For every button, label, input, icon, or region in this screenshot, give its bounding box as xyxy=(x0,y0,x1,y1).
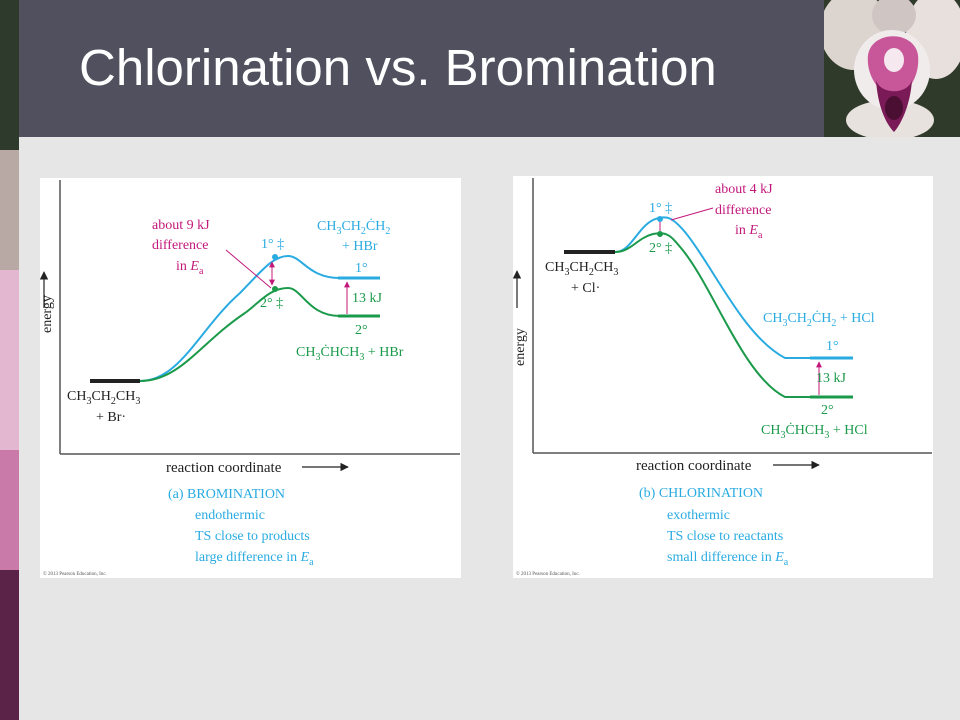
secondary-product-degree: 2° xyxy=(355,323,368,338)
caption-line-3: small difference in Ea xyxy=(667,550,789,568)
primary-ts-label: 1° ‡ xyxy=(261,237,284,252)
secondary-ts-point xyxy=(272,286,278,292)
copyright-note: © 2013 Pearson Education, Inc. xyxy=(516,571,580,577)
reactant-formula: CH3CH2CH3 xyxy=(67,389,140,407)
orchid-strip-image xyxy=(0,0,19,720)
reactant-radical: + Br· xyxy=(96,410,126,425)
caption-line-2: TS close to reactants xyxy=(667,529,783,544)
primary-product-degree: 1° xyxy=(826,339,839,354)
primary-product-formula: CH3CH2ĊH2 xyxy=(317,217,390,237)
chlorination-energy-diagram: energy reaction coordinate 1° ‡ 2° ‡ abo… xyxy=(513,178,932,577)
bromination-energy-diagram: energy reaction coordinate 1° ‡ 2° ‡ abo… xyxy=(40,180,460,577)
reactant-formula: CH3CH2CH3 xyxy=(545,260,618,278)
primary-product-hbr: + HBr xyxy=(342,239,378,254)
energy-axis-label: energy xyxy=(513,328,528,366)
ea-difference-annotation: about 4 kJ difference in Ea xyxy=(715,182,776,241)
reactant-radical: + Cl· xyxy=(571,281,600,296)
title-bar: Chlorination vs. Bromination xyxy=(19,0,824,137)
orchid-photo xyxy=(824,0,960,137)
primary-ts-point xyxy=(272,254,278,260)
primary-product-formula: CH3CH2ĊH2 + HCl xyxy=(763,309,875,329)
secondary-ts-point xyxy=(657,231,663,237)
caption-line-1: endothermic xyxy=(195,508,265,523)
primary-pathway-curve xyxy=(614,216,853,359)
energy-axis-label: energy xyxy=(40,295,55,333)
secondary-ts-label: 2° ‡ xyxy=(260,296,283,311)
reaction-coordinate-label: reaction coordinate xyxy=(636,458,752,474)
caption-line-1: exothermic xyxy=(667,508,730,523)
ea-difference-annotation: about 9 kJ difference in Ea xyxy=(152,218,213,277)
caption-line-3: large difference in Ea xyxy=(195,550,314,568)
bromination-diagram-panel: energy reaction coordinate 1° ‡ 2° ‡ abo… xyxy=(40,178,461,578)
secondary-pathway-curve xyxy=(139,286,380,382)
primary-ts-point xyxy=(657,216,663,222)
secondary-product-degree: 2° xyxy=(821,403,834,418)
caption-line-2: TS close to products xyxy=(195,529,310,544)
ea-pointer-line xyxy=(670,207,714,221)
primary-product-degree: 1° xyxy=(355,261,368,276)
primary-ts-label: 1° ‡ xyxy=(649,201,672,216)
primary-pathway-curve xyxy=(139,254,380,382)
delta-h-label: 13 kJ xyxy=(352,291,383,306)
secondary-pathway-curve xyxy=(614,232,853,398)
secondary-product-formula: CH3ĊHCH3 + HCl xyxy=(761,421,868,441)
secondary-product-formula: CH3ĊHCH3 + HBr xyxy=(296,343,404,363)
slide-title: Chlorination vs. Bromination xyxy=(79,39,717,96)
ea-pointer-line xyxy=(225,249,272,289)
secondary-ts-label: 2° ‡ xyxy=(649,241,672,256)
copyright-note: © 2013 Pearson Education, Inc. xyxy=(43,571,107,577)
caption-title: (a) BROMINATION xyxy=(168,487,285,502)
chlorination-diagram-panel: energy reaction coordinate 1° ‡ 2° ‡ abo… xyxy=(513,176,933,578)
reaction-coordinate-label: reaction coordinate xyxy=(166,460,282,476)
delta-h-label: 13 kJ xyxy=(816,371,847,386)
caption-title: (b) CHLORINATION xyxy=(639,486,763,501)
